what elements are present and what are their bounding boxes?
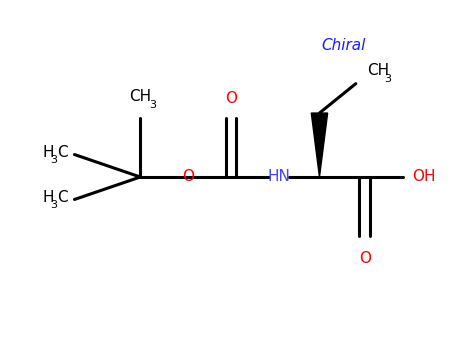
Text: 3: 3	[50, 155, 57, 165]
Text: O: O	[359, 251, 371, 266]
Text: C: C	[57, 145, 68, 160]
Text: H: H	[43, 190, 54, 205]
Text: 3: 3	[384, 74, 391, 84]
Text: C: C	[57, 190, 68, 205]
Text: O: O	[182, 170, 194, 184]
Polygon shape	[311, 113, 328, 177]
Text: Chiral: Chiral	[322, 38, 366, 53]
Text: OH: OH	[413, 170, 436, 184]
Text: CH: CH	[129, 90, 152, 104]
Text: H: H	[43, 145, 54, 160]
Text: 3: 3	[150, 99, 157, 110]
Text: O: O	[225, 91, 237, 106]
Text: 3: 3	[50, 200, 57, 210]
Text: HN: HN	[267, 170, 290, 184]
Text: CH: CH	[367, 63, 389, 79]
